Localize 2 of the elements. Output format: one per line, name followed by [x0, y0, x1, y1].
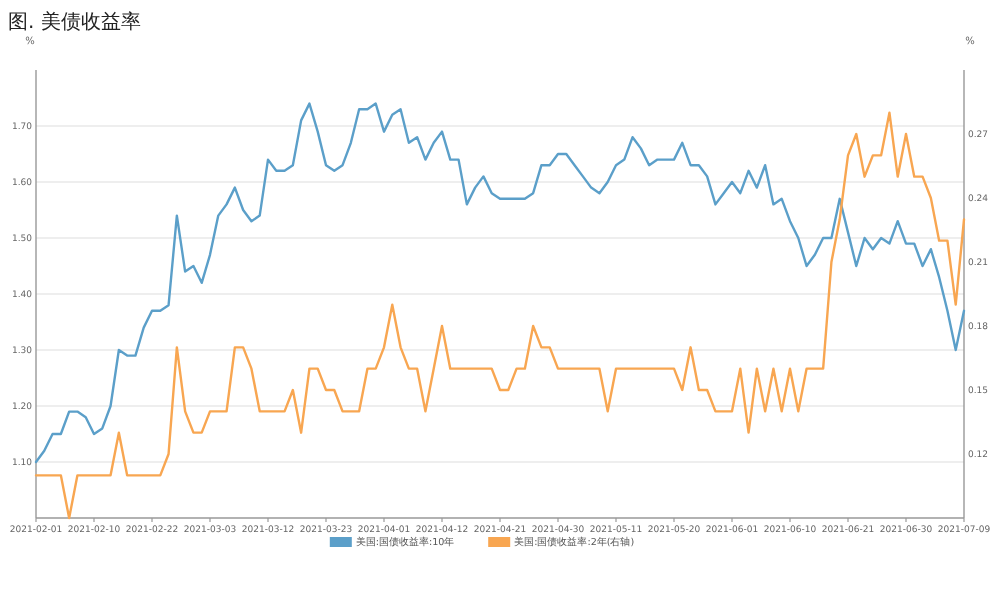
line-series: [34, 102, 966, 464]
chart-title: 图. 美债收益率: [8, 10, 141, 34]
